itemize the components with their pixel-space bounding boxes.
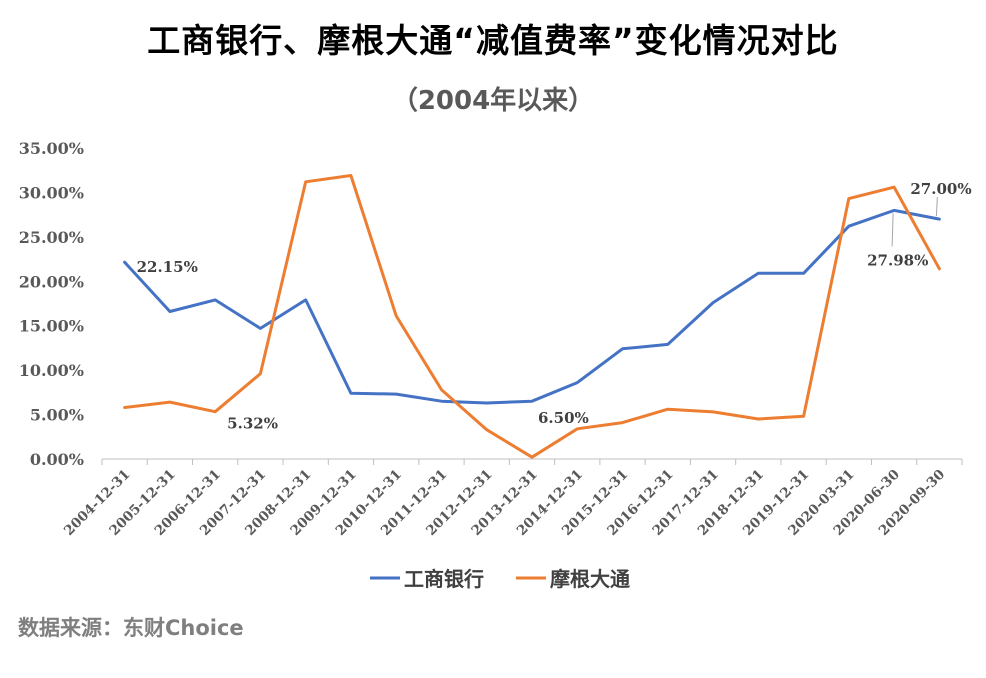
annotation-leader — [935, 197, 938, 217]
chart-subtitle: （2004年以来） — [391, 86, 595, 116]
y-tick-label: 25.00% — [19, 228, 84, 247]
series-line-1 — [123, 208, 941, 405]
data-label: 5.32% — [227, 415, 278, 433]
y-tick-label: 5.00% — [30, 406, 84, 425]
legend-label-2: 摩根大通 — [550, 567, 630, 591]
data-label: 27.00% — [910, 180, 971, 198]
chart-title: 工商银行、摩根大通“减值费率”变化情况对比 — [147, 21, 839, 60]
y-tick-label: 15.00% — [19, 317, 84, 336]
y-tick-label: 20.00% — [19, 272, 84, 291]
series-line-2 — [123, 174, 941, 459]
y-tick-label: 30.00% — [19, 183, 84, 202]
data-label: 22.15% — [137, 258, 198, 276]
y-tick-label: 0.00% — [30, 450, 84, 469]
data-source: 数据来源：东财Choice — [18, 616, 244, 640]
y-tick-label: 10.00% — [19, 361, 84, 380]
data-label: 6.50% — [538, 409, 589, 427]
data-label: 27.98% — [867, 251, 928, 269]
line-chart: 0.00% 5.00% 10.00% 15.00% 20.00% 25.00% 30.00%… — [19, 139, 972, 591]
legend-label-1: 工商银行 — [404, 567, 484, 591]
annotation-leader — [891, 213, 894, 247]
y-tick-label: 35.00% — [19, 139, 84, 158]
